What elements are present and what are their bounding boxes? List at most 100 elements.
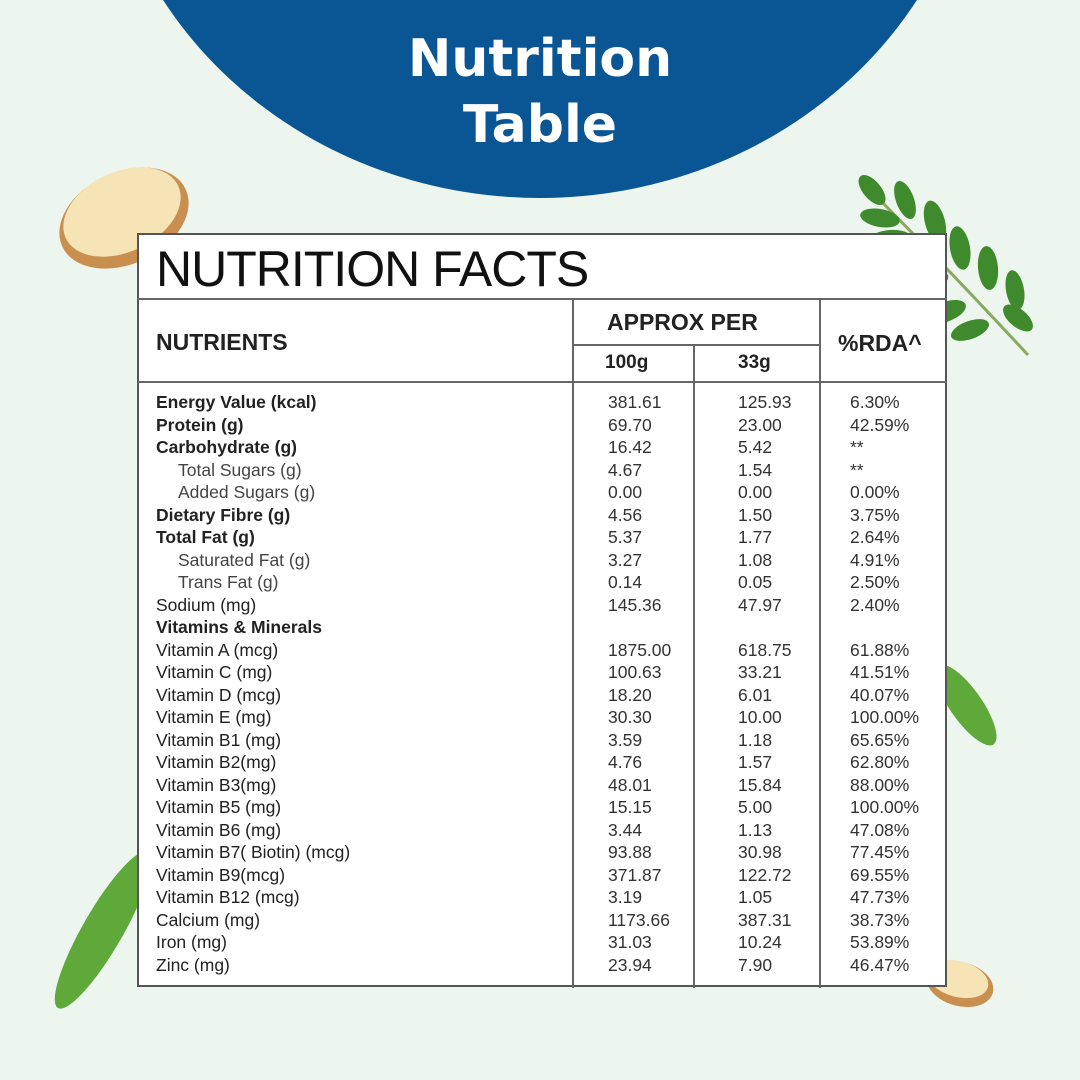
value-100g: 18.20 [608,684,652,705]
value-100g: 100.63 [608,662,662,682]
rda-value: 46.47% [850,954,910,975]
value-33g: 5.42 [738,437,773,457]
rda-value: 88.00% [850,774,910,795]
column-header: 100g [605,352,649,373]
rda-value: 0.00% [850,482,900,502]
nutrient-name: Total Fat (g) [156,527,255,547]
value-100g: 69.70 [608,414,652,435]
value-33g: 30.98 [738,842,782,862]
nutrient-name: Vitamin E (mg) [156,707,272,727]
nutrient-name: Energy Value (kcal) [156,392,317,412]
nutrient-name: Zinc (mg) [156,954,230,975]
value-33g: 15.84 [738,774,782,795]
value-33g: 1.50 [738,504,773,525]
rda-value: ** [850,437,864,457]
rda-value: 41.51% [850,662,910,682]
value-100g: 3.44 [608,819,643,840]
value-100g: 0.14 [608,572,643,592]
nutrient-name: Protein (g) [156,414,244,435]
value-100g: 3.19 [608,887,643,907]
rda-value: 53.89% [850,932,910,952]
rule [693,345,695,988]
rda-value: 42.59% [850,414,910,435]
value-100g: 5.37 [608,527,643,547]
value-33g: 618.75 [738,639,792,660]
value-33g: 7.90 [738,954,773,975]
nutrient-name: Iron (mg) [156,932,227,952]
nutrient-name: Vitamin C (mg) [156,662,273,682]
value-100g: 23.94 [608,954,652,975]
rule [137,381,947,383]
rda-value: 77.45% [850,842,910,862]
nutrient-name: Vitamin B1 (mg) [156,729,282,750]
column-header: %RDA^ [838,330,922,356]
nutrient-name: Trans Fat (g) [178,572,279,592]
nutrient-name: Dietary Fibre (g) [156,504,291,525]
nutrient-name: Vitamin B5 (mg) [156,797,282,817]
value-33g: 1.54 [738,459,773,480]
rda-value: 100.00% [850,707,920,727]
value-33g: 0.05 [738,572,773,592]
nutrient-name: Calcium (mg) [156,909,261,930]
value-33g: 10.00 [738,707,782,727]
value-33g: 47.97 [738,594,782,615]
rda-value: 2.64% [850,527,900,547]
column-header: APPROX PER [607,309,758,335]
value-100g: 4.67 [608,459,643,480]
value-33g: 122.72 [738,864,792,885]
value-33g: 6.01 [738,684,773,705]
value-100g: 371.87 [608,864,662,885]
rule [137,298,947,300]
value-33g: 10.24 [738,932,782,952]
nutrient-name: Vitamin B3(mg) [156,774,277,795]
nutrient-name: Vitamin B9(mcg) [156,864,286,885]
nutrient-name: Vitamin B12 (mcg) [156,887,300,907]
rda-value: 6.30% [850,392,900,412]
nutrient-name: Vitamins & Minerals [156,617,322,637]
rule [573,344,820,346]
rda-value: 47.73% [850,887,910,907]
nutrient-name: Added Sugars (g) [178,482,316,502]
value-33g: 1.77 [738,527,773,547]
nutrient-name: Vitamin A (mcg) [156,639,279,660]
rda-value: 61.88% [850,639,910,660]
nutrient-name: Carbohydrate (g) [156,437,297,457]
nutrient-name: Vitamin B6 (mg) [156,819,282,840]
value-33g: 387.31 [738,909,792,930]
value-100g: 4.56 [608,504,643,525]
value-100g: 16.42 [608,437,652,457]
rda-value: 47.08% [850,819,910,840]
nutrient-name: Sodium (mg) [156,594,257,615]
rule [572,298,574,988]
rda-value: 3.75% [850,504,900,525]
value-100g: 0.00 [608,482,643,502]
rda-value: ** [850,459,864,480]
value-100g: 48.01 [608,774,652,795]
value-33g: 1.57 [738,752,773,772]
nutrient-name: Vitamin B2(mg) [156,752,277,772]
rda-value: 62.80% [850,752,910,772]
rda-value: 100.00% [850,797,920,817]
rule [819,298,821,988]
value-33g: 33.21 [738,662,782,682]
value-33g: 1.05 [738,887,773,907]
value-33g: 1.18 [738,729,773,750]
rda-value: 2.50% [850,572,900,592]
rda-value: 65.65% [850,729,910,750]
rda-value: 38.73% [850,909,910,930]
nutrient-name: Total Sugars (g) [178,459,302,480]
value-100g: 3.27 [608,549,643,570]
value-100g: 93.88 [608,842,652,862]
value-100g: 1173.66 [608,909,670,930]
value-100g: 4.76 [608,752,643,772]
rda-value: 2.40% [850,594,900,615]
nutrient-name: Saturated Fat (g) [178,549,311,570]
column-header: NUTRIENTS [156,329,288,355]
value-33g: 1.08 [738,549,773,570]
nutrient-name: Vitamin B7( Biotin) (mcg) [156,842,351,862]
page-title: Nutrition Table [407,29,673,155]
rda-value: 69.55% [850,864,910,885]
rda-value: 4.91% [850,549,900,570]
